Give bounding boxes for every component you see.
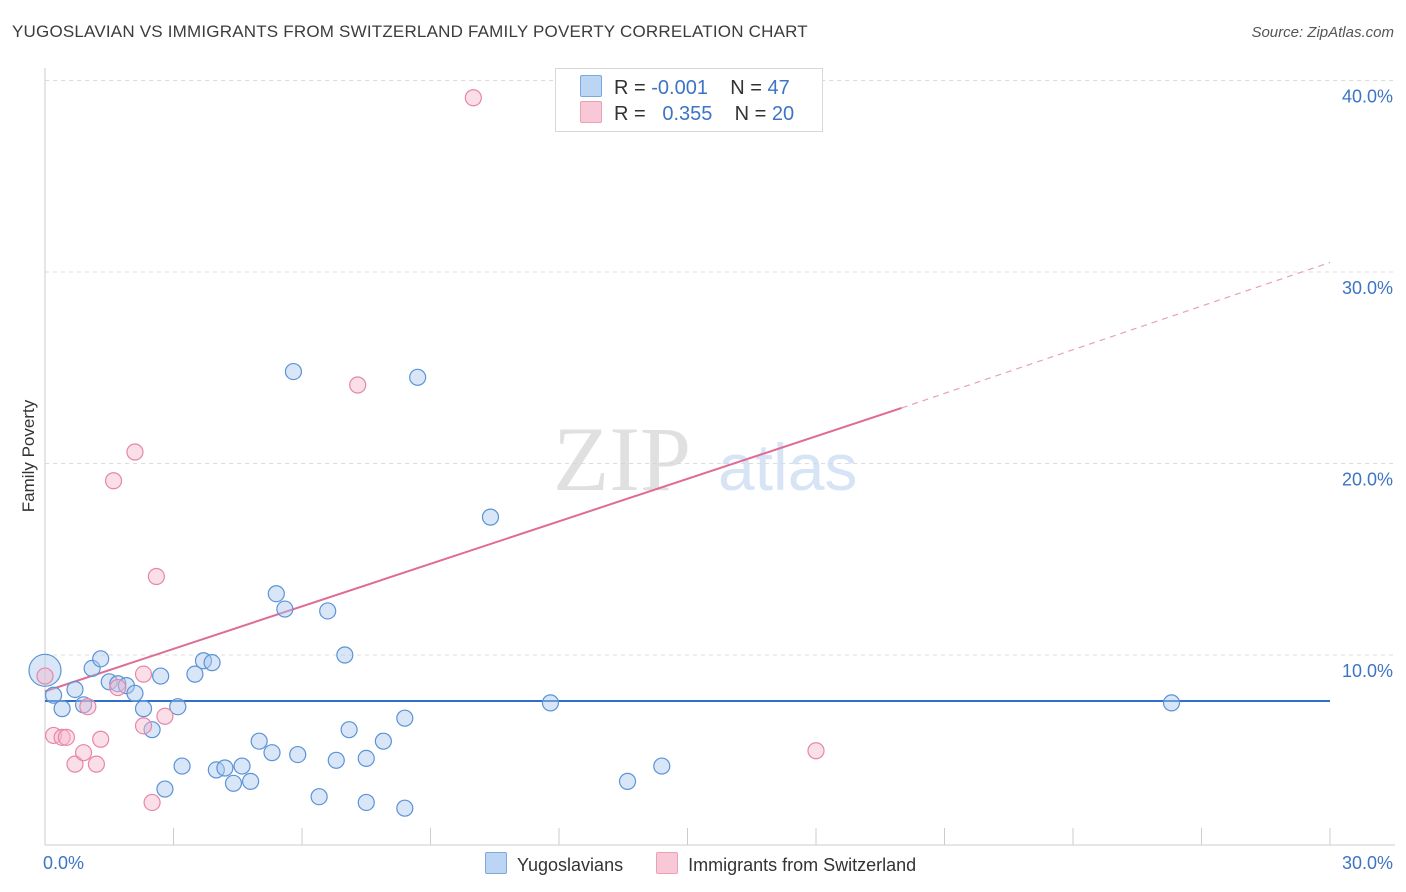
point-switzerland bbox=[53, 728, 71, 746]
legend-r-label: R = bbox=[614, 77, 646, 99]
point-yugoslavians bbox=[216, 759, 234, 777]
point-yugoslavians bbox=[310, 788, 328, 806]
legend-swatch-yugoslavians bbox=[580, 75, 602, 97]
axes bbox=[44, 68, 1395, 846]
point-yugoslavians bbox=[396, 799, 414, 817]
point-switzerland bbox=[104, 472, 123, 490]
point-switzerland bbox=[147, 567, 165, 586]
point-yugoslavians bbox=[541, 694, 560, 712]
bottom-legend-label: Yugoslavians bbox=[517, 855, 624, 875]
point-yugoslavians bbox=[263, 744, 281, 762]
point-yugoslavians bbox=[143, 721, 161, 739]
x-tick-label-min: 0.0% bbox=[43, 853, 84, 873]
point-yugoslavians bbox=[134, 700, 153, 718]
point-yugoslavians bbox=[224, 774, 243, 792]
y-tick-label: 10.0% bbox=[1342, 661, 1393, 681]
point-yugoslavians bbox=[289, 745, 307, 764]
point-yugoslavians bbox=[618, 772, 637, 790]
point-yugoslavians bbox=[233, 757, 251, 775]
point-yugoslavians bbox=[653, 757, 671, 775]
point-yugoslavians bbox=[284, 362, 303, 381]
watermark-atlas: atlas bbox=[718, 430, 857, 504]
point-yugoslavians bbox=[481, 508, 500, 526]
chart-title: YUGOSLAVIAN VS IMMIGRANTS FROM SWITZERLA… bbox=[12, 22, 808, 41]
point-switzerland bbox=[349, 376, 367, 394]
point-yugoslavians bbox=[186, 665, 204, 683]
point-yugoslavians bbox=[152, 667, 170, 685]
point-switzerland bbox=[126, 443, 144, 461]
y-tick-label: 20.0% bbox=[1342, 470, 1393, 490]
legend-n-label: N = bbox=[734, 103, 767, 125]
legend: R = -0.001 N = 47 R = 0.355 N = 20 bbox=[555, 68, 823, 132]
point-switzerland bbox=[57, 728, 76, 746]
legend-n-label: N = bbox=[730, 77, 762, 99]
legend-r-value: -0.001 bbox=[651, 77, 708, 99]
point-yugoslavians bbox=[83, 659, 101, 678]
point-switzerland bbox=[807, 742, 825, 760]
point-switzerland bbox=[87, 755, 106, 773]
tick-labels: 10.0% 20.0% 30.0% 40.0% 0.0% 30.0% bbox=[43, 87, 1393, 874]
point-yugoslavians bbox=[327, 751, 345, 769]
point-switzerland bbox=[156, 707, 174, 725]
point-switzerland bbox=[74, 744, 93, 762]
point-yugoslavians bbox=[319, 602, 337, 620]
point-switzerland bbox=[109, 678, 127, 697]
point-yugoslavians bbox=[66, 680, 84, 699]
point-yugoslavians bbox=[44, 686, 63, 704]
point-yugoslavians bbox=[336, 646, 354, 664]
watermark-zip: ZIP bbox=[553, 408, 691, 510]
point-switzerland bbox=[79, 698, 97, 716]
point-switzerland bbox=[143, 793, 161, 812]
point-yugoslavians bbox=[409, 368, 427, 386]
y-tick-label: 40.0% bbox=[1342, 87, 1393, 107]
point-switzerland bbox=[66, 755, 84, 773]
trendlines bbox=[44, 261, 1331, 702]
legend-n-value: 20 bbox=[771, 103, 795, 125]
data-points bbox=[28, 89, 1181, 817]
point-yugoslavians bbox=[1162, 694, 1181, 712]
bottom-legend-yugoslavians: Yugoslavians bbox=[485, 852, 623, 876]
bottom-legend-swatch bbox=[485, 852, 507, 874]
point-yugoslavians bbox=[267, 585, 285, 603]
legend-row-switzerland: R = 0.355 N = 20 bbox=[580, 101, 794, 127]
point-yugoslavians bbox=[173, 757, 191, 775]
y-axis-title: Family Poverty bbox=[19, 399, 38, 512]
trendline-switzerland bbox=[44, 407, 902, 693]
point-yugoslavians bbox=[276, 600, 294, 618]
point-yugoslavians bbox=[156, 780, 174, 798]
x-tick-label-max: 30.0% bbox=[1342, 853, 1393, 873]
point-switzerland bbox=[36, 667, 54, 685]
point-yugoslavians bbox=[242, 772, 260, 790]
point-switzerland bbox=[92, 730, 110, 748]
point-yugoslavians bbox=[340, 721, 358, 739]
point-yugoslavians bbox=[126, 684, 144, 702]
point-yugoslavians bbox=[53, 700, 71, 718]
bottom-legend: Yugoslavians Immigrants from Switzerland bbox=[485, 852, 944, 876]
point-yugoslavians bbox=[169, 698, 187, 716]
trendline-switzerland-extension bbox=[901, 261, 1331, 409]
point-switzerland bbox=[464, 89, 482, 107]
point-yugoslavians bbox=[357, 793, 375, 812]
bottom-legend-switzerland: Immigrants from Switzerland bbox=[656, 852, 916, 876]
point-switzerland bbox=[134, 665, 153, 683]
point-yugoslavians bbox=[203, 654, 221, 672]
gridlines bbox=[45, 80, 1395, 656]
legend-r-value: 0.355 bbox=[662, 103, 713, 125]
bottom-legend-label: Immigrants from Switzerland bbox=[688, 855, 917, 875]
y-tick-label: 30.0% bbox=[1342, 278, 1393, 298]
point-yugoslavians bbox=[357, 749, 375, 768]
legend-row-yugoslavians: R = -0.001 N = 47 bbox=[580, 75, 790, 101]
legend-swatch-switzerland bbox=[580, 101, 602, 123]
point-yugoslavians bbox=[396, 709, 414, 727]
point-switzerland bbox=[134, 717, 153, 735]
legend-n-value: 47 bbox=[767, 77, 790, 99]
legend-r-label: R = bbox=[614, 103, 646, 125]
point-yugoslavians bbox=[374, 732, 392, 750]
source-label: Source: ZipAtlas.com bbox=[1251, 24, 1394, 41]
bottom-legend-swatch bbox=[656, 852, 679, 874]
watermark: ZIP atlas bbox=[553, 408, 857, 510]
point-yugoslavians bbox=[250, 732, 268, 750]
point-yugoslavians bbox=[92, 650, 110, 668]
